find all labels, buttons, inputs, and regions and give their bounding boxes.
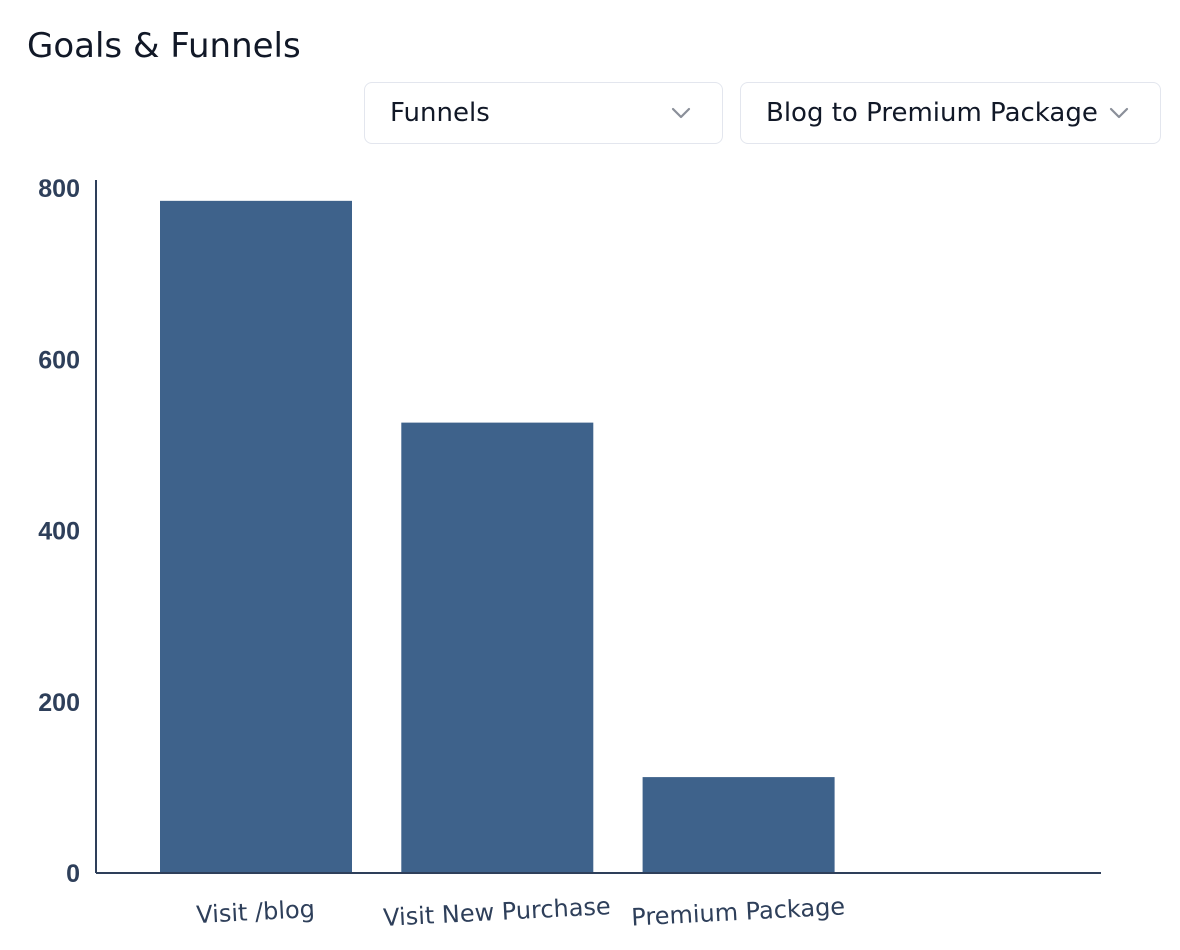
bar-visit-blog[interactable] <box>160 200 352 873</box>
chevron-down-icon <box>671 107 691 119</box>
metric-select[interactable]: Funnels <box>364 82 723 144</box>
x-tick-label: Visit /blog <box>196 895 316 929</box>
y-tick-label: 400 <box>38 518 80 546</box>
funnel-select-value: Blog to Premium Package <box>766 98 1098 128</box>
y-tick-label: 0 <box>66 860 80 888</box>
page-title: Goals & Funnels <box>27 26 301 66</box>
y-tick-label: 600 <box>38 346 80 374</box>
bar-visit-new-purchase[interactable] <box>401 422 594 873</box>
x-tick-label: Premium Package <box>631 892 846 931</box>
y-tick-label: 200 <box>38 689 80 717</box>
bar-premium-package[interactable] <box>642 777 835 873</box>
chevron-down-icon <box>1109 107 1129 119</box>
x-tick-label: Visit New Purchase <box>382 892 611 932</box>
funnel-select[interactable]: Blog to Premium Package <box>740 82 1161 144</box>
metric-select-value: Funnels <box>390 98 490 128</box>
y-tick-label: 800 <box>38 175 80 203</box>
